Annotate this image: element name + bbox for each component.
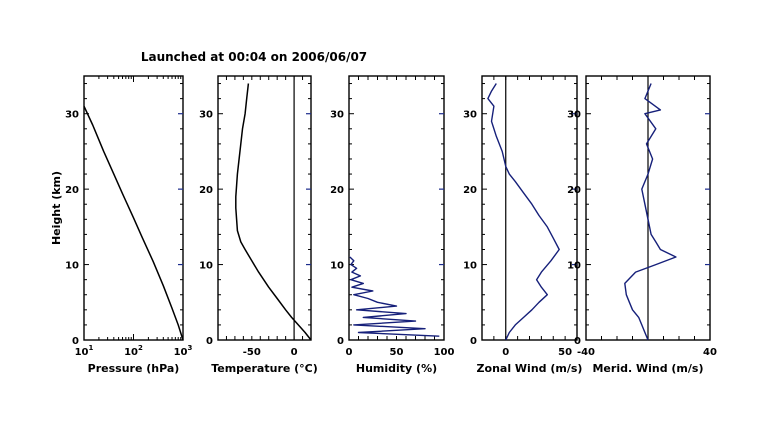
y-tick-label: 0 [206,336,213,347]
x-tick-label: 40 [703,347,717,358]
y-tick-label: 0 [470,336,477,347]
x-axis-label: Temperature (°C) [211,362,318,375]
x-tick-label: 50 [390,347,404,358]
y-tick-label: 30 [463,110,477,121]
chart-panel-0: 0 10 20 30 101 102 103 Pressure (hPa) Height (km… [50,75,193,375]
data-trace [83,105,184,341]
data-trace [235,83,312,341]
y-tick-label: 20 [65,185,79,196]
x-axis-label: Humidity (%) [356,362,437,375]
panels: 0 10 20 30 101 102 103 Pressure (hPa) Height (km… [50,75,717,375]
chart-panel-1: 0 10 20 30 -50 0 Temperature (°C) [199,75,318,375]
y-tick-label: 10 [463,261,477,272]
y-tick-label: 20 [330,185,344,196]
y-tick-label: 10 [65,261,79,272]
y-tick-label: 0 [337,336,344,347]
x-tick-label: -50 [243,347,261,358]
plot-frame [348,75,445,341]
plot-frame [481,75,578,341]
x-axis-label: Pressure (hPa) [88,362,180,375]
x-tick-label: 102 [124,344,143,358]
x-tick-label: 101 [75,344,94,358]
y-tick-label: 30 [330,110,344,121]
x-tick-label: 100 [434,347,455,358]
x-tick-label: 0 [502,347,509,358]
plot-frame [83,75,184,341]
y-tick-label: 0 [574,336,581,347]
chart-panel-2: 0 10 20 30 0 50 100 Humidity (%) [330,75,455,375]
y-tick-label: 10 [567,261,581,272]
y-tick-label: 20 [567,185,581,196]
x-tick-label: 50 [558,347,572,358]
plot-frame [217,75,312,341]
y-tick-label: 20 [199,185,213,196]
y-tick-label: 30 [65,110,79,121]
y-tick-label: 30 [567,110,581,121]
y-tick-label: 20 [463,185,477,196]
y-tick-label: 10 [199,261,213,272]
figure-title: Launched at 00:04 on 2006/06/07 [141,50,367,64]
x-axis-label: Merid. Wind (m/s) [592,362,703,375]
x-tick-label: 103 [174,344,193,358]
data-trace [624,83,677,341]
y-tick-label: 0 [72,336,79,347]
data-trace [349,256,440,337]
x-tick-label: 0 [346,347,353,358]
x-tick-label: 0 [291,347,298,358]
y-tick-label: 30 [199,110,213,121]
x-tick-label: -40 [577,347,595,358]
x-axis-label: Zonal Wind (m/s) [477,362,583,375]
data-trace [487,83,560,341]
y-tick-label: 10 [330,261,344,272]
y-axis-label: Height (km) [50,171,63,245]
